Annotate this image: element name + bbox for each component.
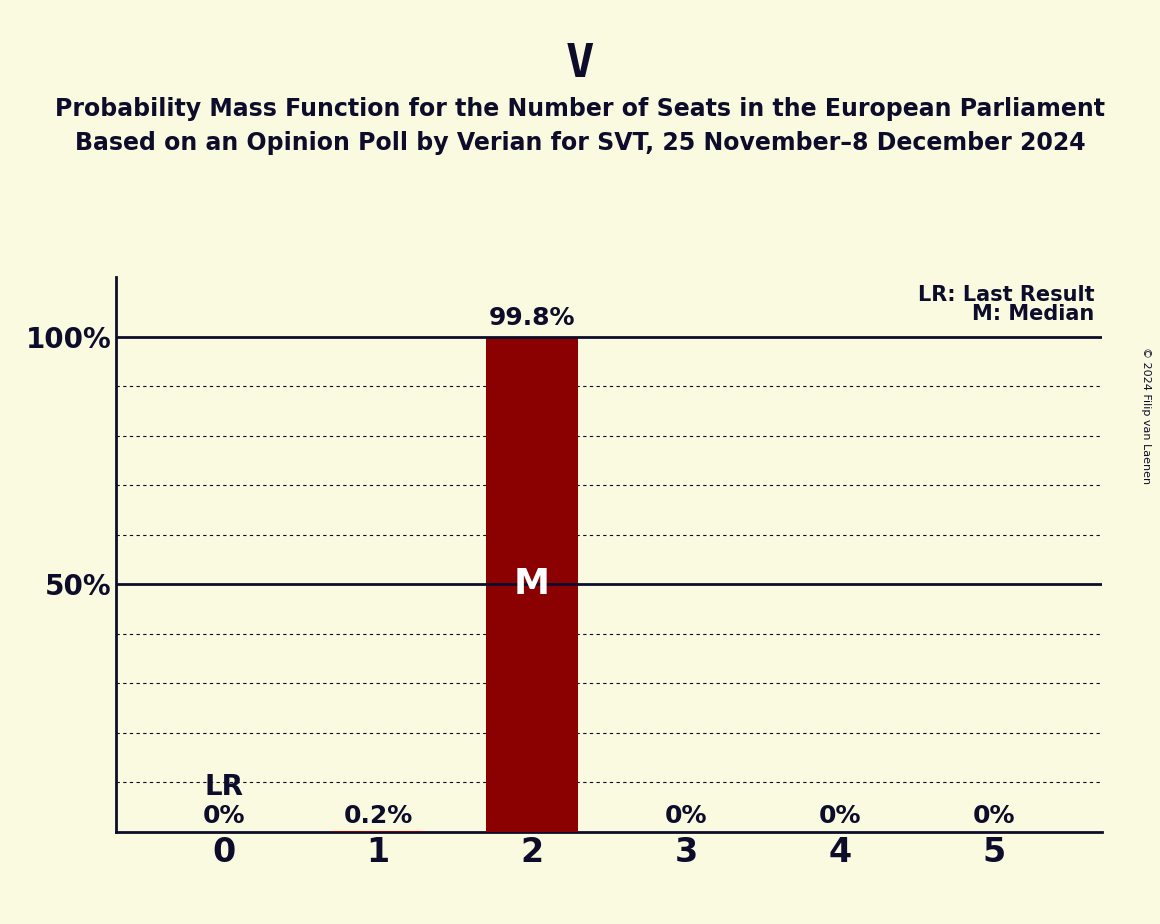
Text: M: Median: M: Median xyxy=(972,304,1094,324)
Bar xyxy=(486,337,578,832)
Text: 0%: 0% xyxy=(203,804,245,828)
Text: © 2024 Filip van Laenen: © 2024 Filip van Laenen xyxy=(1141,347,1151,484)
Text: Based on an Opinion Poll by Verian for SVT, 25 November–8 December 2024: Based on an Opinion Poll by Verian for S… xyxy=(74,131,1086,155)
Text: M: M xyxy=(514,567,550,602)
Text: V: V xyxy=(566,42,594,87)
Text: 0%: 0% xyxy=(973,804,1015,828)
Text: 99.8%: 99.8% xyxy=(488,306,575,330)
Text: Probability Mass Function for the Number of Seats in the European Parliament: Probability Mass Function for the Number… xyxy=(55,97,1105,121)
Text: LR: Last Result: LR: Last Result xyxy=(918,285,1094,305)
Text: LR: LR xyxy=(204,772,244,801)
Text: 0.2%: 0.2% xyxy=(343,804,413,828)
Text: 0%: 0% xyxy=(819,804,862,828)
Text: 0%: 0% xyxy=(665,804,708,828)
Bar xyxy=(332,831,425,832)
